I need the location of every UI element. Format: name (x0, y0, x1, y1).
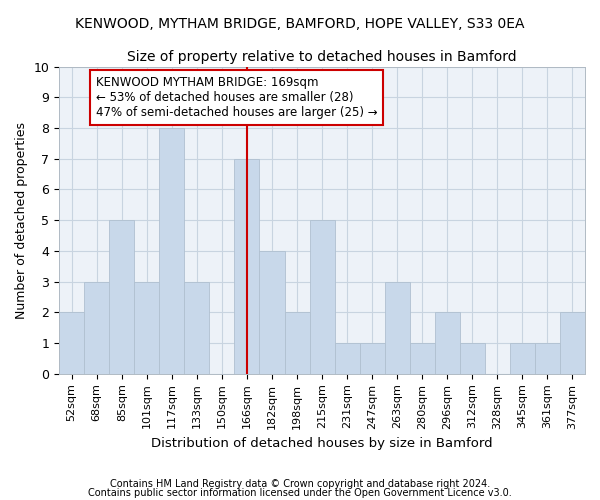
Bar (59, 312, 84, 374)
Title: Size of property relative to detached houses in Bamford: Size of property relative to detached ho… (127, 50, 517, 64)
Bar (410, 343, 435, 374)
Bar (435, 312, 460, 374)
Bar (109, 220, 134, 374)
Bar (235, 158, 259, 374)
Bar (284, 312, 310, 374)
Bar (335, 343, 359, 374)
Bar (259, 251, 284, 374)
Bar (160, 128, 184, 374)
Bar (560, 312, 585, 374)
Text: Contains HM Land Registry data © Crown copyright and database right 2024.: Contains HM Land Registry data © Crown c… (110, 479, 490, 489)
Bar (134, 282, 160, 374)
Bar (84, 282, 109, 374)
Bar (510, 343, 535, 374)
Text: KENWOOD, MYTHAM BRIDGE, BAMFORD, HOPE VALLEY, S33 0EA: KENWOOD, MYTHAM BRIDGE, BAMFORD, HOPE VA… (75, 18, 525, 32)
X-axis label: Distribution of detached houses by size in Bamford: Distribution of detached houses by size … (151, 437, 493, 450)
Text: Contains public sector information licensed under the Open Government Licence v3: Contains public sector information licen… (88, 488, 512, 498)
Text: KENWOOD MYTHAM BRIDGE: 169sqm
← 53% of detached houses are smaller (28)
47% of s: KENWOOD MYTHAM BRIDGE: 169sqm ← 53% of d… (96, 76, 377, 119)
Bar (184, 282, 209, 374)
Bar (535, 343, 560, 374)
Y-axis label: Number of detached properties: Number of detached properties (15, 122, 28, 318)
Bar (310, 220, 335, 374)
Bar (385, 282, 410, 374)
Bar (359, 343, 385, 374)
Bar (460, 343, 485, 374)
